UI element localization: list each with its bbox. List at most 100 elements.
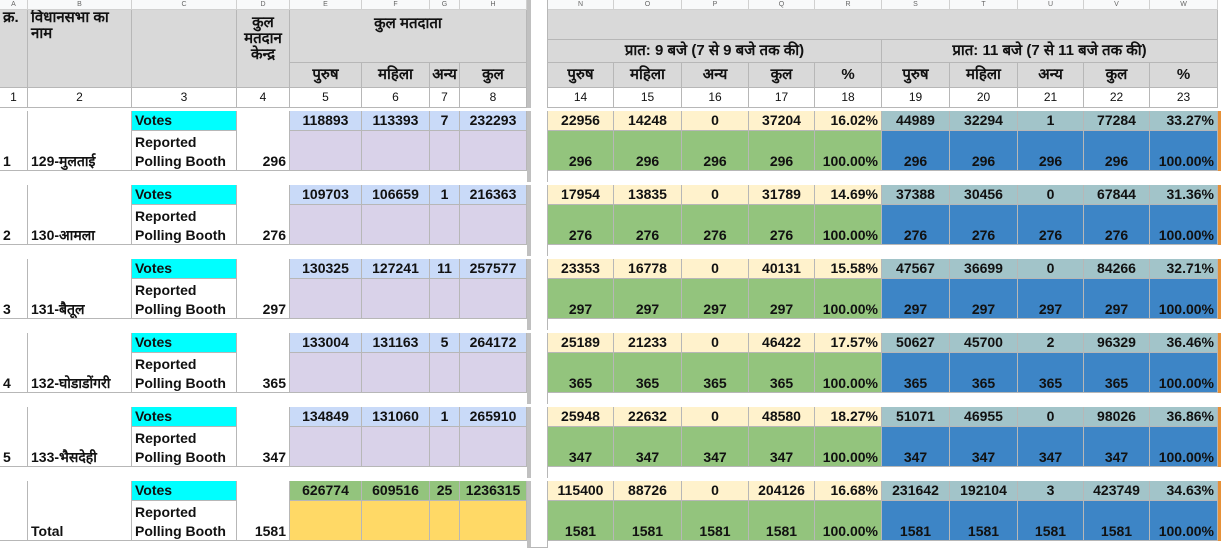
votes-label: Votes bbox=[132, 481, 237, 501]
slot2-votes: 96329 bbox=[1084, 333, 1150, 353]
slot2-reported: 1581 bbox=[1018, 501, 1084, 541]
slot2-votes: 0 bbox=[1018, 407, 1084, 427]
column-letter: V bbox=[1084, 0, 1150, 10]
slot2-reported: 296 bbox=[1084, 131, 1150, 171]
electors-votes: 5 bbox=[430, 333, 460, 353]
booths: 296 bbox=[237, 111, 290, 171]
slot1-reported: 100.00% bbox=[815, 205, 882, 245]
slot2-votes: 3 bbox=[1018, 481, 1084, 501]
slot1-reported: 347 bbox=[682, 427, 749, 467]
votes-label: Votes bbox=[132, 185, 237, 205]
gap bbox=[0, 182, 1218, 185]
slot2-votes: 32.71% bbox=[1150, 259, 1218, 279]
column-letter: R bbox=[815, 0, 882, 10]
electors-reported bbox=[290, 353, 362, 393]
electors-reported bbox=[460, 427, 527, 467]
gap bbox=[0, 108, 1218, 111]
edge bbox=[1218, 111, 1221, 171]
booths: 1581 bbox=[237, 481, 290, 541]
sub-header: महिला bbox=[362, 63, 430, 88]
slot2-votes: 30456 bbox=[950, 185, 1018, 205]
reported-label: Reported Polling Booth bbox=[132, 353, 237, 393]
slot1-reported: 347 bbox=[614, 427, 682, 467]
gap bbox=[0, 256, 1218, 259]
slot1-reported: 365 bbox=[614, 353, 682, 393]
slot1-votes: 37204 bbox=[749, 111, 815, 131]
slot1-votes: 22956 bbox=[548, 111, 614, 131]
slot1-reported: 1581 bbox=[682, 501, 749, 541]
electors-header: कुल मतदाता bbox=[290, 10, 527, 63]
slot2-reported: 276 bbox=[1018, 205, 1084, 245]
electors-votes: 11 bbox=[430, 259, 460, 279]
electors-votes: 216363 bbox=[460, 185, 527, 205]
slot2-reported: 296 bbox=[950, 131, 1018, 171]
slot1-votes: 14.69% bbox=[815, 185, 882, 205]
slot2-reported: 1581 bbox=[950, 501, 1018, 541]
slot2-reported: 100.00% bbox=[1150, 205, 1218, 245]
slot2-reported: 100.00% bbox=[1150, 279, 1218, 319]
slot2-header: प्रात: 11 बजे (7 से 11 बजे तक की) bbox=[882, 40, 1218, 63]
votes-label: Votes bbox=[132, 259, 237, 279]
electors-reported bbox=[460, 205, 527, 245]
votes-label: Votes bbox=[132, 111, 237, 131]
assembly-name: 131-बैतूल bbox=[28, 259, 132, 319]
column-number: 17 bbox=[749, 88, 815, 108]
slot2-reported: 347 bbox=[882, 427, 950, 467]
slot2-reported: 365 bbox=[1084, 353, 1150, 393]
slot1-reported: 296 bbox=[682, 131, 749, 171]
slot1-votes: 16.02% bbox=[815, 111, 882, 131]
slot1-reported: 1581 bbox=[614, 501, 682, 541]
slot2-votes: 51071 bbox=[882, 407, 950, 427]
reported-label: Reported Polling Booth bbox=[132, 427, 237, 467]
gap bbox=[0, 404, 1218, 407]
slot1-reported: 276 bbox=[548, 205, 614, 245]
serial-header: क्र. bbox=[0, 10, 28, 88]
slot1-votes: 0 bbox=[682, 481, 749, 501]
column-number: 18 bbox=[815, 88, 882, 108]
electors-reported bbox=[430, 279, 460, 319]
serial: 5 bbox=[0, 407, 28, 467]
slot2-votes: 1 bbox=[1018, 111, 1084, 131]
column-number: 5 bbox=[290, 88, 362, 108]
slot1-reported: 297 bbox=[749, 279, 815, 319]
slot2-reported: 296 bbox=[882, 131, 950, 171]
edge bbox=[1218, 333, 1221, 393]
slot1-reported: 276 bbox=[749, 205, 815, 245]
frozen-divider bbox=[527, 0, 548, 548]
electors-votes: 1 bbox=[430, 185, 460, 205]
column-number: 19 bbox=[882, 88, 950, 108]
electors-votes: 257577 bbox=[460, 259, 527, 279]
slot1-votes: 23353 bbox=[548, 259, 614, 279]
column-letter: G bbox=[430, 0, 460, 10]
slot2-votes: 32294 bbox=[950, 111, 1018, 131]
booths-header: कुल मतदान केन्द्र bbox=[237, 10, 290, 88]
slot2-reported: 296 bbox=[1018, 131, 1084, 171]
slot1-votes: 40131 bbox=[749, 259, 815, 279]
slot2-reported: 365 bbox=[1018, 353, 1084, 393]
slot2-votes: 36.46% bbox=[1150, 333, 1218, 353]
slot1-votes: 204126 bbox=[749, 481, 815, 501]
slot2-votes: 45700 bbox=[950, 333, 1018, 353]
column-letter: P bbox=[682, 0, 749, 10]
serial: 2 bbox=[0, 185, 28, 245]
slot1-reported: 100.00% bbox=[815, 501, 882, 541]
slot1-votes: 17.57% bbox=[815, 333, 882, 353]
electors-reported bbox=[362, 279, 430, 319]
slot1-reported: 296 bbox=[548, 131, 614, 171]
slot2-votes: 31.36% bbox=[1150, 185, 1218, 205]
electors-reported bbox=[362, 501, 430, 541]
electors-reported bbox=[362, 205, 430, 245]
electors-reported bbox=[460, 131, 527, 171]
slot1-reported: 347 bbox=[749, 427, 815, 467]
electors-votes: 1 bbox=[430, 407, 460, 427]
slot2-reported: 365 bbox=[950, 353, 1018, 393]
electors-votes: 118893 bbox=[290, 111, 362, 131]
slot1-reported: 297 bbox=[682, 279, 749, 319]
column-letter: O bbox=[614, 0, 682, 10]
slot2-reported: 276 bbox=[882, 205, 950, 245]
slot2-votes: 77284 bbox=[1084, 111, 1150, 131]
sub-header: कुल bbox=[1084, 63, 1150, 88]
column-number: 6 bbox=[362, 88, 430, 108]
column-letter: T bbox=[950, 0, 1018, 10]
